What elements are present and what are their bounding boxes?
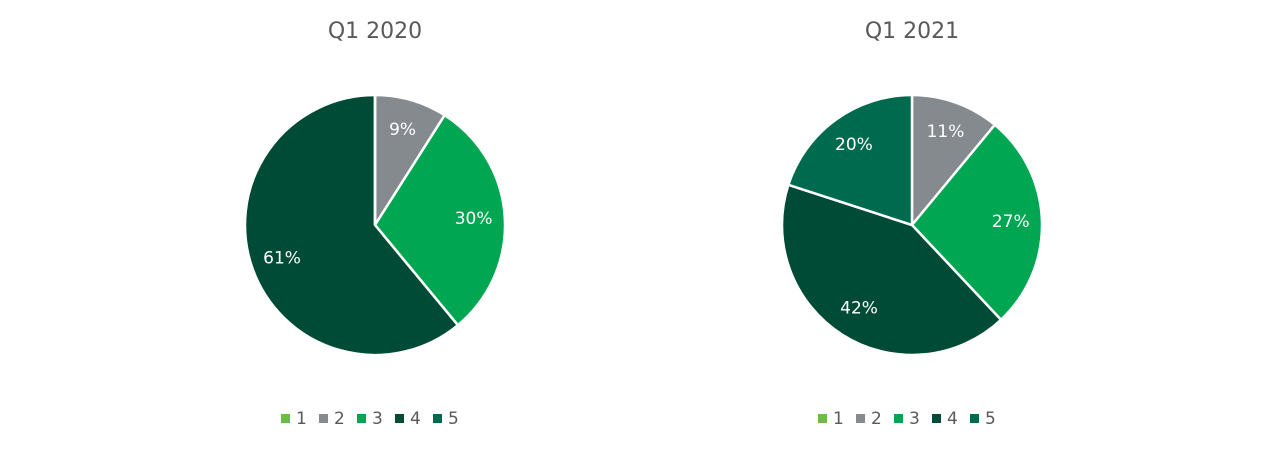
pie-slice [243, 93, 460, 357]
data-label: 30% [455, 209, 493, 229]
legend-label: 1 [833, 409, 844, 429]
pie-slice [910, 123, 1044, 322]
legend-label: 2 [871, 409, 882, 429]
legend-label: 3 [909, 409, 920, 429]
pie-slice [786, 93, 914, 227]
legend-swatch [894, 414, 903, 423]
legend-label: 4 [947, 409, 958, 429]
data-label: 9% [389, 120, 416, 140]
data-label: 61% [263, 248, 301, 268]
pie-slice [780, 183, 1003, 357]
legend-swatch [319, 414, 328, 423]
data-label: 27% [992, 212, 1030, 232]
data-label: 20% [835, 135, 873, 155]
legend-swatch [932, 414, 941, 423]
legend-swatch [970, 414, 979, 423]
chart-title: Q1 2020 [328, 19, 422, 44]
legend-swatch [818, 414, 827, 423]
legend-swatch [395, 414, 404, 423]
data-label: 11% [927, 122, 965, 142]
legend-swatch [357, 414, 366, 423]
legend-swatch [433, 414, 442, 423]
legend-label: 4 [410, 409, 421, 429]
chart-title: Q1 2021 [865, 19, 959, 44]
legend-label: 5 [448, 409, 459, 429]
data-label: 42% [840, 298, 878, 318]
legend-label: 1 [296, 409, 307, 429]
legend-label: 5 [985, 409, 996, 429]
pie-slice [910, 93, 997, 229]
legend-swatch [281, 414, 290, 423]
legend-swatch [856, 414, 865, 423]
legend-label: 3 [372, 409, 383, 429]
legend-label: 2 [334, 409, 345, 429]
pie-slice [373, 113, 507, 327]
